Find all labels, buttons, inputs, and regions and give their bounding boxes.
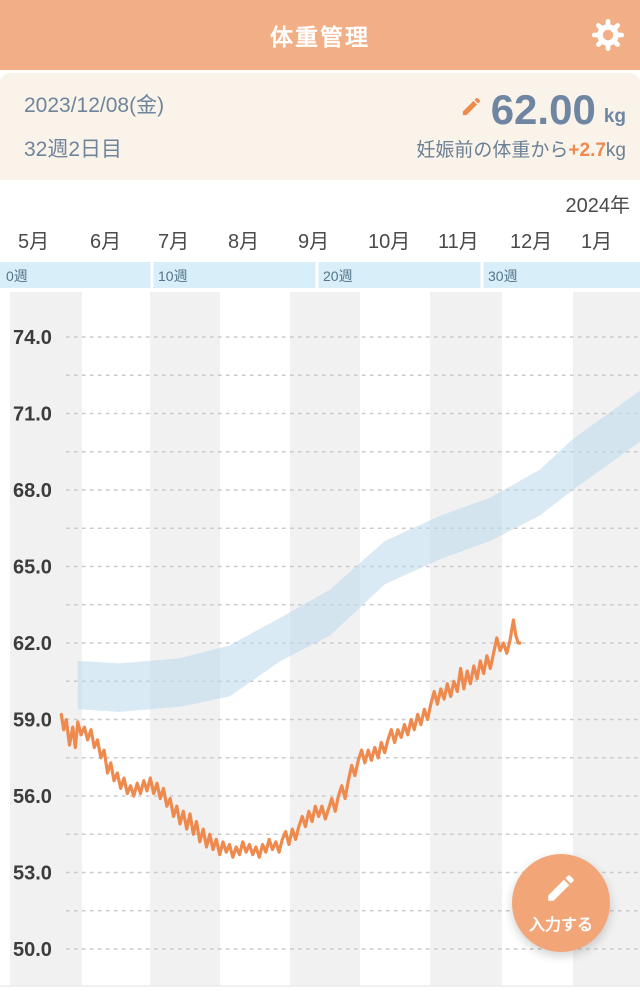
pregnancy-week-day: 32週2日目 [24, 138, 123, 161]
delta-unit: kg [605, 140, 626, 161]
weight-unit: kg [603, 106, 626, 127]
month-stripe [10, 292, 82, 986]
month-label: 7月 [158, 231, 189, 253]
weight-chart[interactable]: 74.0 71.0 68.0 65.0 62.0 59.0 56.0 53.0 50.0 2024… [0, 180, 640, 992]
month-label: 11月 [438, 231, 479, 253]
month-label: 5月 [18, 231, 49, 253]
pencil-icon [544, 871, 578, 908]
month-label: 1月 [581, 231, 612, 253]
week-band-divider [480, 262, 484, 288]
week-band [0, 262, 640, 288]
page-title: 体重管理 [270, 24, 370, 50]
year-label: 2024年 [566, 194, 631, 217]
week-marker-label: 10週 [158, 268, 188, 284]
y-axis-label: 62.0 [13, 633, 52, 655]
input-button-label: 入力する [528, 917, 593, 934]
summary-card: 2023/12/08(金) 32週2日目 62.00 kg 妊娠前の体重から+2… [0, 73, 640, 180]
weight-line [59, 618, 522, 859]
delta-from-prepregnancy: 妊娠前の体重から+2.7kg [416, 135, 626, 162]
month-stripe [150, 292, 220, 986]
week-marker-label: 30週 [488, 268, 518, 284]
y-axis-label: 50.0 [13, 939, 52, 961]
y-axis-label: 68.0 [13, 480, 52, 502]
y-axis-label: 56.0 [13, 786, 52, 808]
month-label: 12月 [510, 231, 552, 253]
current-weight[interactable]: 62.00 kg [460, 89, 626, 131]
month-label: 10月 [368, 231, 410, 253]
record-date: 2023/12/08(金) [24, 94, 165, 117]
week-band-divider [315, 262, 319, 288]
month-stripe [82, 292, 150, 986]
month-label: 8月 [228, 231, 259, 253]
y-axis-label: 59.0 [13, 710, 52, 732]
weight-value: 62.00 [490, 86, 596, 133]
month-label: 9月 [298, 231, 329, 253]
recommended-range-band [77, 390, 640, 712]
y-axis-label: 74.0 [13, 327, 52, 349]
delta-label: 妊娠前の体重から [416, 140, 569, 161]
week-marker-label: 20週 [323, 268, 353, 284]
pencil-icon [460, 95, 483, 131]
month-stripe [430, 292, 502, 986]
month-stripe [360, 292, 430, 986]
month-label: 6月 [90, 231, 121, 253]
input-button[interactable]: 入力する [512, 854, 610, 952]
app-header: 体重管理 [0, 0, 640, 70]
gear-icon [592, 19, 624, 54]
y-axis-label: 71.0 [13, 404, 52, 426]
settings-button[interactable] [592, 19, 624, 51]
week-marker-label: 0週 [6, 268, 28, 284]
delta-value: +2.7 [568, 140, 606, 161]
week-band-divider [150, 262, 154, 288]
y-axis-label: 65.0 [13, 557, 52, 579]
y-axis-label: 53.0 [13, 863, 52, 885]
